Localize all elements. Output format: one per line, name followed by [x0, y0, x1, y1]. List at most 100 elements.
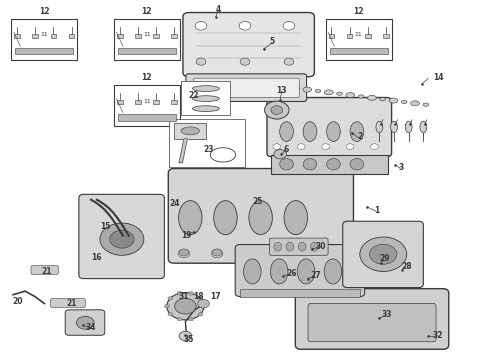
Text: 12: 12	[142, 7, 152, 16]
Ellipse shape	[280, 158, 294, 170]
Polygon shape	[179, 139, 187, 163]
Text: 11: 11	[40, 32, 48, 37]
Ellipse shape	[420, 121, 427, 133]
Bar	[330, 48, 388, 54]
Circle shape	[283, 22, 295, 30]
Circle shape	[274, 149, 287, 159]
Circle shape	[178, 249, 190, 258]
Ellipse shape	[303, 87, 312, 92]
Bar	[114, 85, 180, 126]
FancyBboxPatch shape	[50, 299, 85, 307]
Text: 15: 15	[100, 222, 111, 231]
Ellipse shape	[249, 201, 272, 235]
FancyBboxPatch shape	[271, 155, 388, 174]
Circle shape	[168, 312, 173, 316]
Text: 5: 5	[270, 37, 274, 46]
Bar	[153, 34, 159, 38]
Text: 25: 25	[252, 197, 263, 206]
Circle shape	[177, 292, 182, 295]
Bar	[50, 34, 56, 38]
Circle shape	[189, 318, 194, 321]
Text: 3: 3	[399, 163, 404, 172]
Ellipse shape	[376, 121, 383, 133]
Circle shape	[284, 58, 294, 65]
Bar	[135, 34, 141, 38]
Ellipse shape	[311, 242, 319, 251]
Text: 11: 11	[143, 99, 150, 104]
Circle shape	[245, 249, 255, 256]
FancyBboxPatch shape	[168, 168, 353, 263]
Circle shape	[196, 58, 206, 65]
Ellipse shape	[401, 100, 407, 104]
Circle shape	[271, 106, 283, 114]
FancyBboxPatch shape	[343, 221, 423, 288]
Ellipse shape	[358, 95, 364, 98]
Text: 12: 12	[353, 7, 364, 16]
Text: 27: 27	[311, 270, 321, 279]
Text: 14: 14	[433, 73, 443, 82]
Circle shape	[174, 298, 196, 314]
Ellipse shape	[284, 201, 308, 235]
Circle shape	[297, 144, 305, 149]
Text: 11: 11	[354, 32, 362, 37]
Bar	[69, 34, 74, 38]
Text: 24: 24	[169, 199, 179, 208]
Bar	[181, 81, 230, 116]
Circle shape	[369, 244, 397, 264]
FancyBboxPatch shape	[240, 289, 360, 297]
Ellipse shape	[297, 259, 315, 284]
FancyBboxPatch shape	[267, 98, 392, 157]
Ellipse shape	[281, 84, 290, 89]
Text: 34: 34	[86, 323, 97, 332]
Circle shape	[212, 249, 222, 256]
Ellipse shape	[181, 127, 199, 135]
Circle shape	[211, 249, 223, 258]
Circle shape	[197, 300, 209, 308]
FancyBboxPatch shape	[235, 244, 365, 297]
Circle shape	[177, 318, 182, 321]
Ellipse shape	[315, 89, 321, 93]
FancyBboxPatch shape	[270, 238, 328, 255]
Bar	[329, 34, 334, 38]
Bar	[346, 34, 352, 38]
Ellipse shape	[298, 242, 306, 251]
Ellipse shape	[260, 82, 269, 87]
Ellipse shape	[411, 101, 419, 106]
Ellipse shape	[250, 81, 256, 84]
Ellipse shape	[368, 95, 376, 100]
Circle shape	[167, 293, 204, 320]
Text: 29: 29	[379, 255, 390, 264]
Ellipse shape	[337, 92, 343, 95]
FancyBboxPatch shape	[194, 78, 299, 98]
Bar	[174, 123, 206, 139]
Bar	[15, 48, 74, 54]
Ellipse shape	[324, 90, 333, 95]
Text: 1: 1	[374, 206, 380, 215]
Ellipse shape	[294, 87, 299, 90]
Circle shape	[370, 144, 378, 149]
Text: 13: 13	[276, 86, 287, 95]
Ellipse shape	[350, 158, 364, 170]
Ellipse shape	[280, 122, 294, 141]
Text: 26: 26	[286, 269, 296, 278]
Bar	[153, 100, 159, 104]
Circle shape	[164, 305, 169, 308]
Bar	[118, 48, 176, 54]
Ellipse shape	[178, 201, 202, 235]
Circle shape	[245, 249, 256, 258]
Text: 12: 12	[39, 7, 49, 16]
Text: 23: 23	[203, 145, 214, 154]
Ellipse shape	[350, 122, 364, 141]
Text: 22: 22	[189, 91, 199, 100]
Circle shape	[312, 249, 322, 256]
Ellipse shape	[244, 259, 261, 284]
Bar	[117, 34, 123, 38]
Circle shape	[195, 22, 207, 30]
Bar	[11, 19, 77, 60]
Ellipse shape	[303, 122, 317, 141]
Ellipse shape	[238, 79, 247, 84]
FancyBboxPatch shape	[65, 310, 105, 335]
Text: 20: 20	[13, 297, 23, 306]
Ellipse shape	[389, 98, 398, 103]
Ellipse shape	[327, 158, 340, 170]
